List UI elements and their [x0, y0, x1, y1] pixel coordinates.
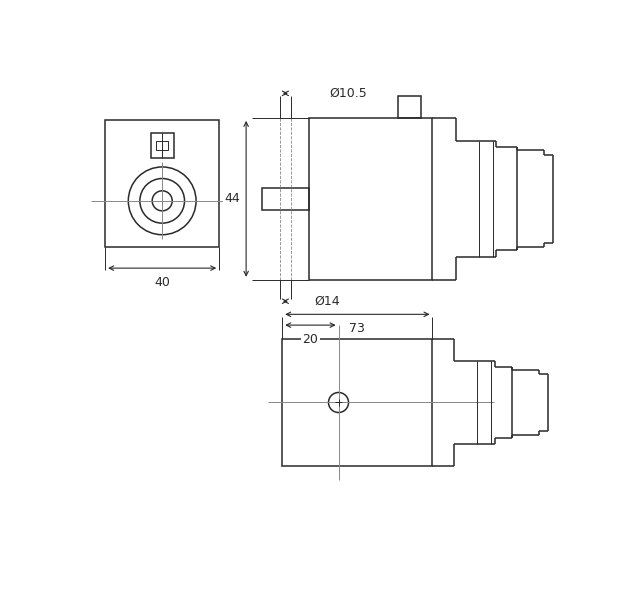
Bar [156, 141, 168, 150]
Bar [282, 339, 433, 466]
Bar [151, 133, 174, 158]
Bar [261, 188, 309, 210]
Text: 20: 20 [303, 333, 318, 346]
Text: Ø14: Ø14 [314, 295, 339, 308]
Bar [105, 120, 219, 247]
Text: 73: 73 [350, 322, 365, 335]
Text: 40: 40 [155, 276, 170, 289]
Text: 44: 44 [224, 192, 240, 205]
Bar [309, 118, 433, 280]
Bar [398, 97, 421, 118]
Text: Ø10.5: Ø10.5 [329, 87, 367, 100]
